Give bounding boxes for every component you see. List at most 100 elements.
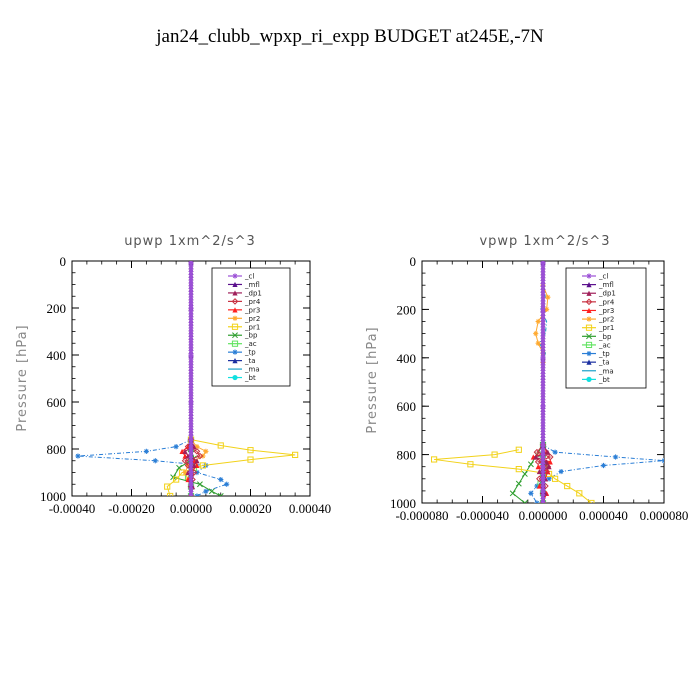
series-cl bbox=[188, 261, 194, 496]
marker bbox=[188, 357, 194, 363]
marker bbox=[540, 362, 546, 369]
marker bbox=[173, 476, 180, 483]
y-tick-label: 800 bbox=[47, 442, 67, 457]
legend-item: _tp bbox=[582, 350, 610, 358]
marker bbox=[203, 448, 209, 454]
marker bbox=[540, 348, 546, 354]
marker bbox=[586, 333, 592, 340]
marker bbox=[188, 413, 194, 419]
marker bbox=[194, 493, 200, 496]
marker bbox=[188, 410, 194, 416]
marker bbox=[188, 385, 194, 391]
marker bbox=[540, 304, 546, 311]
marker bbox=[540, 441, 546, 447]
marker bbox=[208, 488, 215, 495]
legend-label: _ac bbox=[244, 340, 257, 348]
marker bbox=[600, 462, 607, 469]
plot-area bbox=[431, 261, 664, 503]
marker bbox=[540, 476, 546, 482]
marker bbox=[431, 456, 438, 463]
marker bbox=[203, 488, 209, 494]
marker bbox=[540, 435, 546, 441]
legend-item: _cl bbox=[582, 273, 608, 281]
legend-label: _pr2 bbox=[598, 316, 614, 324]
y-tick-label: 200 bbox=[397, 302, 417, 317]
marker bbox=[188, 365, 194, 371]
marker bbox=[188, 402, 194, 408]
marker bbox=[232, 315, 238, 321]
marker bbox=[509, 490, 516, 497]
legend-item: _bt bbox=[582, 376, 610, 384]
marker bbox=[188, 467, 194, 473]
marker bbox=[188, 447, 194, 453]
legend-item: _ta bbox=[582, 359, 610, 367]
chart-panel-upwp: upwp 1xm^2/s^3 Pressure [hPa] -0.00040 -0… bbox=[15, 234, 331, 516]
marker bbox=[188, 481, 194, 487]
marker bbox=[540, 493, 546, 499]
marker bbox=[188, 461, 194, 467]
marker bbox=[188, 368, 194, 374]
x-tick-label: -0.000080 bbox=[395, 508, 448, 523]
marker bbox=[188, 416, 194, 422]
marker bbox=[541, 499, 545, 503]
marker bbox=[585, 341, 593, 349]
marker bbox=[540, 432, 546, 438]
legend-label: _tp bbox=[244, 349, 256, 357]
marker bbox=[247, 456, 254, 463]
marker bbox=[188, 295, 194, 301]
marker bbox=[540, 345, 546, 351]
legend-box bbox=[211, 267, 291, 387]
marker bbox=[181, 457, 189, 465]
marker bbox=[231, 323, 239, 330]
legend-label: _pr2 bbox=[244, 315, 260, 323]
x-tick-label: -0.00020 bbox=[108, 501, 155, 516]
marker bbox=[613, 454, 619, 460]
legend-item: _bp bbox=[228, 332, 258, 340]
marker bbox=[164, 483, 171, 490]
marker bbox=[540, 267, 546, 273]
legend-label: _pr4 bbox=[244, 298, 261, 306]
marker bbox=[585, 324, 593, 331]
legend-item: _bp bbox=[582, 333, 612, 341]
marker bbox=[188, 436, 194, 442]
marker bbox=[188, 343, 194, 349]
marker bbox=[540, 313, 546, 319]
marker bbox=[534, 500, 540, 503]
marker bbox=[586, 350, 592, 357]
legend-label: _dp1 bbox=[244, 289, 262, 297]
marker bbox=[661, 458, 664, 464]
legend-label: _ma bbox=[244, 366, 260, 374]
marker bbox=[543, 468, 550, 475]
marker bbox=[540, 409, 546, 415]
marker bbox=[188, 472, 194, 478]
marker bbox=[540, 360, 546, 366]
marker bbox=[586, 282, 592, 288]
legend-item: _pr3 bbox=[582, 307, 614, 315]
marker bbox=[540, 455, 546, 462]
marker bbox=[540, 293, 546, 299]
x-tick-label: 0.000040 bbox=[579, 508, 628, 523]
marker bbox=[188, 359, 194, 366]
marker bbox=[188, 396, 194, 402]
marker bbox=[558, 468, 564, 475]
legend-label: _pr4 bbox=[598, 298, 615, 306]
marker bbox=[188, 354, 194, 360]
legend-label: _ta bbox=[244, 357, 256, 365]
legend-item: _bt bbox=[228, 374, 256, 382]
marker bbox=[586, 316, 592, 322]
legend-label: _ta bbox=[598, 359, 610, 367]
x-tick-label: 0.000080 bbox=[640, 508, 689, 523]
marker bbox=[586, 290, 592, 296]
marker bbox=[182, 469, 188, 476]
marker bbox=[540, 331, 546, 337]
marker bbox=[540, 333, 546, 340]
legend-item: _ma bbox=[228, 366, 260, 374]
marker bbox=[188, 469, 194, 476]
y-tick-label: 600 bbox=[47, 395, 67, 410]
legend-item: _dp1 bbox=[582, 290, 616, 298]
marker bbox=[188, 444, 194, 450]
marker bbox=[540, 325, 546, 331]
marker bbox=[540, 389, 546, 395]
marker bbox=[540, 339, 546, 345]
marker bbox=[167, 492, 174, 496]
